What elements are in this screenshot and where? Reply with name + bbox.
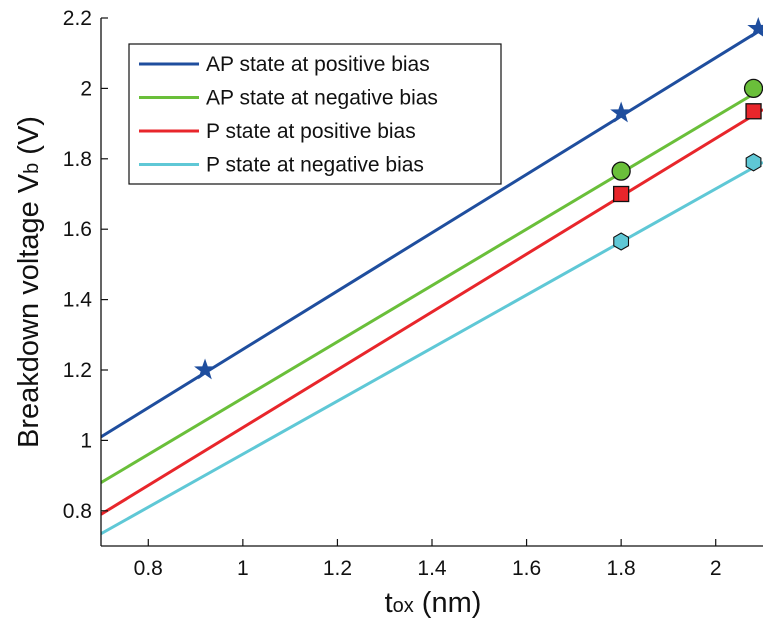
data-point-p-state-at-positive-bias — [612, 185, 630, 203]
marker-layer — [194, 17, 763, 380]
x-tick-label: 2 — [710, 557, 722, 580]
y-axis-title-sub: b — [21, 163, 43, 174]
data-point-ap-state-at-positive-bias — [747, 17, 763, 38]
y-axis-title-main: Breakdown voltage V — [13, 173, 45, 448]
legend-label-p-state-at-positive-bias: P state at positive bias — [206, 120, 416, 143]
legend: AP state at positive bias AP state at neg… — [128, 43, 502, 185]
x-axis-title-unit: (nm) — [414, 587, 482, 619]
x-tick-label: 1.4 — [417, 557, 447, 580]
data-point-p-state-at-positive-bias — [745, 103, 762, 120]
x-axis-title-sub: ox — [393, 595, 414, 617]
data-point-ap-state-at-negative-bias — [743, 78, 763, 99]
series-line-p-state-at-negative-bias — [101, 161, 763, 535]
x-axis-title-main: t — [385, 587, 393, 619]
data-point-p-state-at-negative-bias — [745, 153, 762, 172]
y-tick-label: 2.2 — [63, 7, 92, 30]
y-tick-label: 0.8 — [63, 500, 92, 523]
legend-label-ap-state-at-negative-bias: AP state at negative bias — [206, 87, 438, 110]
x-tick-label: 1.2 — [323, 557, 352, 580]
y-tick-label: 2 — [80, 77, 92, 100]
ticks-layer: 0.8 1 1.2 1.4 1.6 1.8 2 0.8 1 1.2 1.4 1.6 1.8 2 2.2 — [63, 7, 722, 580]
y-axis-title-unit: (V) — [13, 116, 45, 163]
y-tick-label: 1.6 — [63, 218, 92, 241]
y-tick-label: 1.2 — [63, 359, 92, 382]
data-point-ap-state-at-negative-bias — [611, 161, 631, 181]
y-axis-title: Breakdown voltage Vb (V) — [13, 116, 45, 448]
x-tick-label: 1 — [237, 557, 249, 580]
data-point-ap-state-at-positive-bias — [194, 358, 216, 380]
legend-box — [128, 43, 502, 185]
x-tick-label: 1.8 — [607, 557, 636, 580]
data-point-p-state-at-negative-bias — [613, 232, 630, 251]
data-point-ap-state-at-positive-bias — [610, 101, 633, 123]
series-line-p-state-at-positive-bias — [101, 108, 763, 516]
y-tick-label: 1.4 — [63, 289, 93, 312]
y-tick-label: 1 — [80, 429, 92, 452]
legend-label-p-state-at-negative-bias: P state at negative bias — [206, 154, 424, 177]
y-tick-label: 1.8 — [63, 148, 92, 171]
series-line-ap-state-at-negative-bias — [101, 87, 763, 484]
legend-label-ap-state-at-positive-bias: AP state at positive bias — [206, 53, 430, 76]
x-tick-label: 0.8 — [134, 557, 163, 580]
x-axis-title: tox (nm) — [385, 587, 482, 619]
x-tick-label: 1.6 — [512, 557, 541, 580]
